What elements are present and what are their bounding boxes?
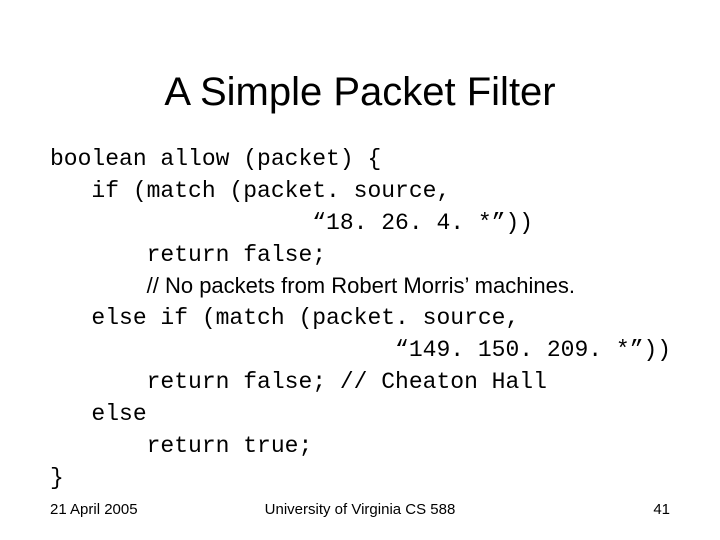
footer: 21 April 2005 University of Virginia CS …	[50, 501, 670, 518]
code-line-1: boolean allow (packet) {	[50, 146, 381, 172]
code-line-9: else	[50, 401, 147, 427]
code-block: boolean allow (packet) { if (match (pack…	[50, 143, 670, 494]
slide: A Simple Packet Filter boolean allow (pa…	[0, 0, 720, 540]
code-line-8: return false; // Cheaton Hall	[50, 369, 547, 395]
slide-title: A Simple Packet Filter	[50, 70, 670, 115]
code-line-7: “149. 150. 209. *”))	[50, 337, 671, 363]
code-line-4: return false;	[50, 242, 326, 268]
code-line-5-prefix	[50, 274, 147, 300]
code-line-3: “18. 26. 4. *”))	[50, 210, 533, 236]
footer-page-number: 41	[653, 501, 670, 518]
code-line-11: }	[50, 465, 64, 491]
code-line-2: if (match (packet. source,	[50, 178, 450, 204]
code-line-6: else if (match (packet. source,	[50, 305, 519, 331]
footer-date: 21 April 2005	[50, 501, 138, 518]
code-comment-morris: // No packets from Robert Morris’ machin…	[147, 273, 575, 298]
code-line-10: return true;	[50, 433, 312, 459]
footer-center: University of Virginia CS 588	[265, 501, 456, 518]
